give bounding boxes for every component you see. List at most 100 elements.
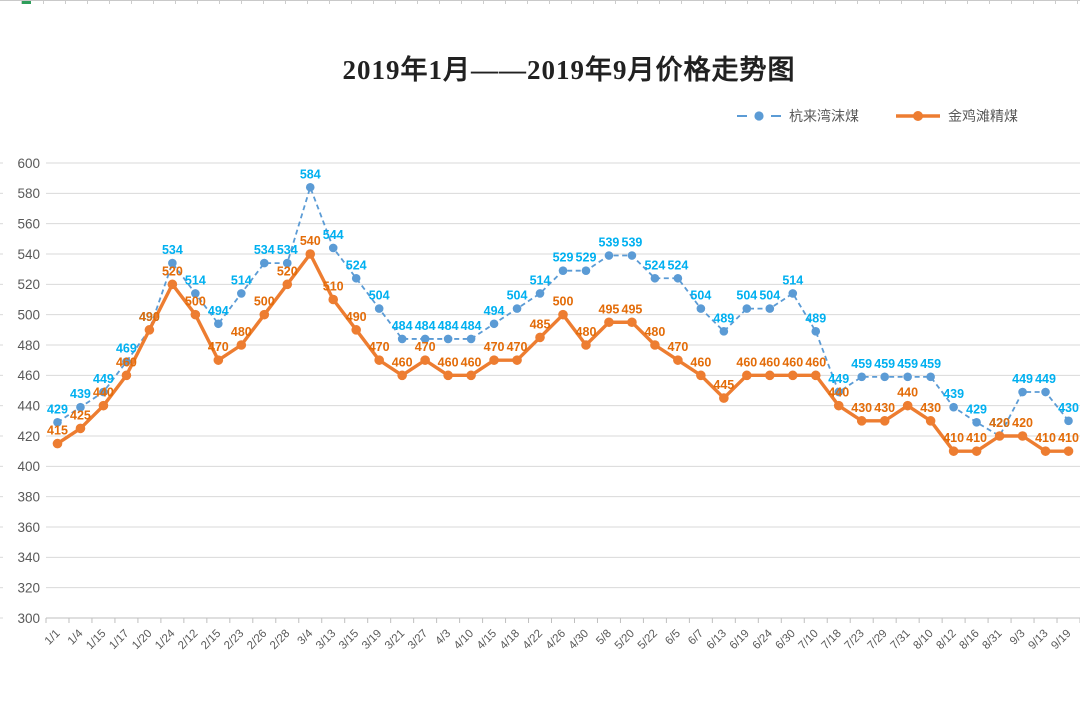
series-0-point[interactable]: [420, 334, 430, 344]
series-0-point[interactable]: [604, 251, 614, 260]
x-axis-label: 2/26: [245, 628, 269, 652]
x-axis-label: 4/3: [433, 628, 453, 648]
series-0-data-label: 449: [1035, 372, 1056, 386]
series-1-point[interactable]: [351, 325, 362, 335]
series-0-point[interactable]: [811, 327, 821, 336]
series-0-point[interactable]: [328, 243, 338, 253]
series-1-point[interactable]: [374, 355, 384, 365]
series-1-data-label: 470: [484, 340, 505, 354]
series-1-point[interactable]: [673, 355, 683, 365]
series-1-point[interactable]: [558, 309, 568, 320]
series-1-point[interactable]: [696, 370, 706, 381]
series-0-point[interactable]: [696, 304, 706, 313]
series-1-point[interactable]: [282, 279, 293, 290]
series-1-point[interactable]: [167, 279, 178, 290]
y-axis-label: 320: [17, 580, 40, 595]
series-1-point[interactable]: [810, 370, 821, 381]
series-1-point[interactable]: [397, 370, 407, 381]
series-0-point[interactable]: [926, 372, 935, 382]
series-0-point[interactable]: [351, 273, 361, 283]
series-1-point[interactable]: [1063, 446, 1074, 456]
series-0-point[interactable]: [374, 304, 384, 313]
series-1-point[interactable]: [535, 332, 545, 343]
series-0-point[interactable]: [558, 266, 568, 275]
series-0-point[interactable]: [191, 289, 200, 298]
series-0-point[interactable]: [903, 372, 912, 382]
series-0-point[interactable]: [788, 289, 798, 298]
series-0-point[interactable]: [627, 251, 637, 260]
series-1-point[interactable]: [121, 370, 132, 381]
series-0-point[interactable]: [397, 334, 407, 344]
series-1-point[interactable]: [925, 416, 936, 426]
series-1-point[interactable]: [994, 431, 1005, 441]
series-1-point[interactable]: [719, 393, 729, 403]
series-0-point[interactable]: [857, 372, 867, 382]
series-0-point[interactable]: [282, 258, 292, 268]
series-1-point[interactable]: [305, 249, 316, 259]
series-1-point[interactable]: [259, 309, 270, 320]
series-1-point[interactable]: [1040, 446, 1051, 456]
series-0-point[interactable]: [581, 266, 591, 275]
series-1-point[interactable]: [144, 325, 155, 335]
series-1-point[interactable]: [787, 370, 798, 381]
series-0-point[interactable]: [972, 418, 981, 427]
series-0-point[interactable]: [880, 372, 889, 382]
series-1-point[interactable]: [581, 340, 591, 350]
series-0-point[interactable]: [99, 387, 108, 397]
series-0-point[interactable]: [765, 304, 775, 313]
series-1-point[interactable]: [190, 309, 201, 320]
series-1-point[interactable]: [604, 317, 614, 328]
series-0-point[interactable]: [719, 327, 729, 336]
series-1-point[interactable]: [627, 317, 637, 328]
series-1-point[interactable]: [466, 370, 476, 381]
series-0-point[interactable]: [305, 182, 315, 192]
series-0-point[interactable]: [259, 258, 269, 268]
series-0-point[interactable]: [168, 258, 177, 268]
series-1-point[interactable]: [742, 370, 752, 381]
series-0-point[interactable]: [949, 402, 958, 412]
series-1-point[interactable]: [213, 355, 224, 365]
series-1-point[interactable]: [948, 446, 959, 456]
series-1-point[interactable]: [1017, 431, 1028, 441]
series-0-point[interactable]: [466, 334, 476, 344]
series-0-point[interactable]: [650, 273, 660, 283]
series-1-data-label: 460: [690, 355, 711, 369]
series-0-point[interactable]: [76, 402, 85, 412]
series-0-point[interactable]: [673, 273, 683, 283]
series-1-point[interactable]: [856, 416, 867, 426]
series-1-point[interactable]: [52, 438, 63, 449]
series-1-point[interactable]: [765, 370, 775, 381]
series-0-point[interactable]: [512, 304, 522, 313]
x-axis-label: 8/16: [957, 628, 981, 652]
series-1-point[interactable]: [902, 400, 913, 411]
series-1-point[interactable]: [879, 416, 890, 426]
series-0-point[interactable]: [443, 334, 453, 344]
series-0-data-label: 429: [966, 402, 987, 416]
series-0-point[interactable]: [237, 289, 246, 298]
series-1-point[interactable]: [489, 355, 499, 365]
series-0-point[interactable]: [834, 387, 844, 397]
series-1-point[interactable]: [420, 355, 430, 365]
series-0-point[interactable]: [1018, 387, 1027, 397]
series-1-point[interactable]: [75, 423, 86, 434]
series-1-point[interactable]: [328, 294, 339, 305]
series-0-point[interactable]: [1064, 416, 1073, 426]
series-0-point[interactable]: [742, 304, 752, 313]
series-1-point[interactable]: [512, 355, 522, 365]
series-1-point[interactable]: [443, 370, 453, 381]
legend-item-series-1[interactable]: 金鸡滩精煤: [895, 106, 1018, 126]
series-0-point[interactable]: [122, 357, 131, 366]
x-axis-label: 3/21: [383, 628, 407, 652]
legend-item-series-0[interactable]: 杭来湾沫煤: [736, 106, 859, 126]
series-1-point[interactable]: [98, 400, 109, 411]
series-1-point[interactable]: [236, 340, 247, 350]
series-0-point[interactable]: [1041, 387, 1050, 397]
series-0-point[interactable]: [53, 418, 62, 427]
series-0-point[interactable]: [489, 319, 499, 329]
series-1-data-label: 520: [277, 264, 298, 278]
series-1-point[interactable]: [833, 400, 844, 411]
series-1-point[interactable]: [650, 340, 660, 350]
series-0-point[interactable]: [535, 289, 545, 298]
series-0-point[interactable]: [214, 319, 223, 329]
series-1-point[interactable]: [971, 446, 982, 456]
